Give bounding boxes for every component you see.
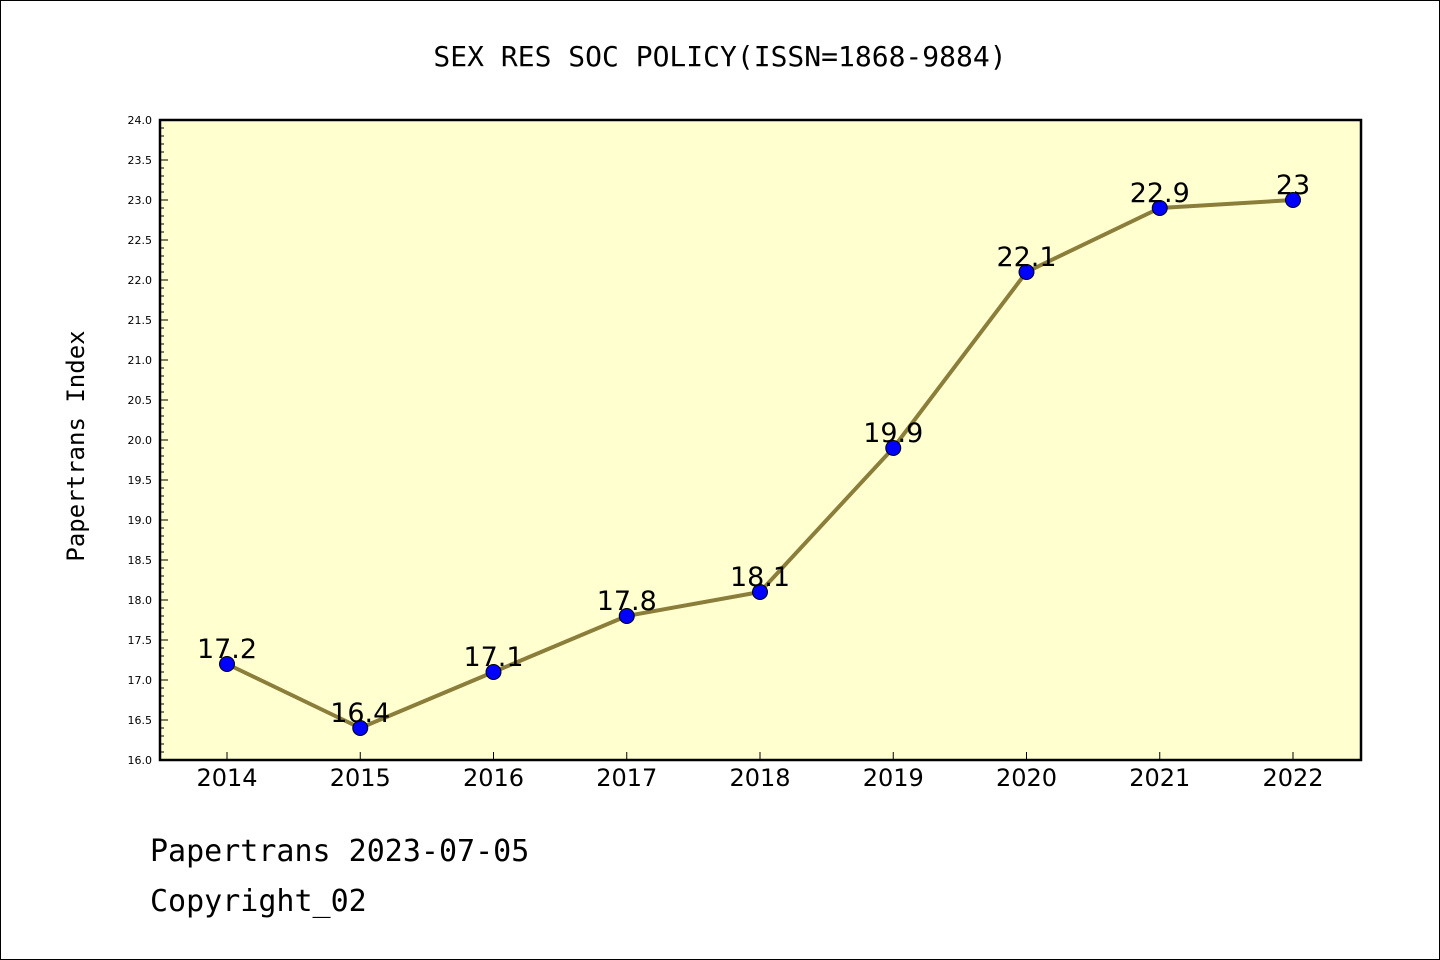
data-point-label: 17.8 [597,586,657,617]
x-tick-label: 2017 [596,764,657,792]
y-tick-label: 16.5 [128,714,153,727]
x-tick-label: 2020 [996,764,1057,792]
data-point-label: 17.2 [197,634,257,665]
data-point-marker [1151,200,1168,216]
data-point-label: 22.9 [1130,178,1190,209]
y-tick-label: 18.5 [128,554,153,567]
y-tick-label: 20.5 [128,394,153,407]
y-tick-label: 21.5 [128,314,153,327]
y-axis-label: Papertrans Index [62,330,90,561]
data-point-label: 17.1 [463,642,523,673]
data-point-marker [485,664,502,680]
y-tick-label: 21.0 [128,354,153,367]
footer-copyright: Copyright_02 [150,884,367,919]
y-tick-label: 19.5 [128,474,153,487]
x-tick-label: 2014 [196,764,257,792]
data-point-marker [618,608,635,624]
x-axis-ticks: 2014 2015 2016 2017 2018 2019 2020 2021 2022 [196,752,1324,792]
chart-title: SEX RES SOC POLICY(ISSN=1868-9884) [433,40,1006,73]
data-point-label: 16.4 [330,698,390,729]
y-axis-ticks: 16.0 16.5 17.0 17.5 18.0 18.5 19.0 19.5 20.0 20.5… [128,114,168,767]
x-tick-label: 2015 [330,764,391,792]
data-point-marker [885,440,902,456]
y-tick-label: 24.0 [128,114,153,127]
y-tick-label: 23.0 [128,194,153,207]
data-point-marker [352,720,369,736]
y-tick-label: 22.0 [128,274,153,287]
y-tick-label: 18.0 [128,594,153,607]
x-tick-label: 2016 [463,764,524,792]
series-line-group: 17.2 16.4 17.1 17.8 18.1 19.9 22.1 22.9 23 [197,170,1310,736]
data-point-marker [1285,192,1301,208]
data-point-marker [1018,264,1035,280]
data-point-label: 23 [1276,170,1310,201]
plot-area [158,118,1363,762]
data-point-label: 22.1 [996,242,1056,273]
y-tick-label: 23.5 [128,154,153,167]
y-tick-label: 20.0 [128,434,153,447]
footer-date-line: Papertrans 2023-07-05 [150,834,530,869]
x-tick-label: 2022 [1262,764,1323,792]
data-point-marker [219,656,235,672]
x-tick-label: 2021 [1129,764,1190,792]
data-point-label: 19.9 [863,418,923,449]
y-tick-label: 19.0 [128,514,153,527]
y-tick-label: 17.0 [128,674,153,687]
y-tick-label: 17.5 [128,634,153,647]
x-tick-label: 2019 [863,764,924,792]
y-tick-label: 16.0 [128,754,153,767]
data-point-label: 18.1 [730,562,790,593]
x-tick-label: 2018 [729,764,790,792]
y-tick-label: 22.5 [128,234,153,247]
data-point-marker [752,584,768,600]
